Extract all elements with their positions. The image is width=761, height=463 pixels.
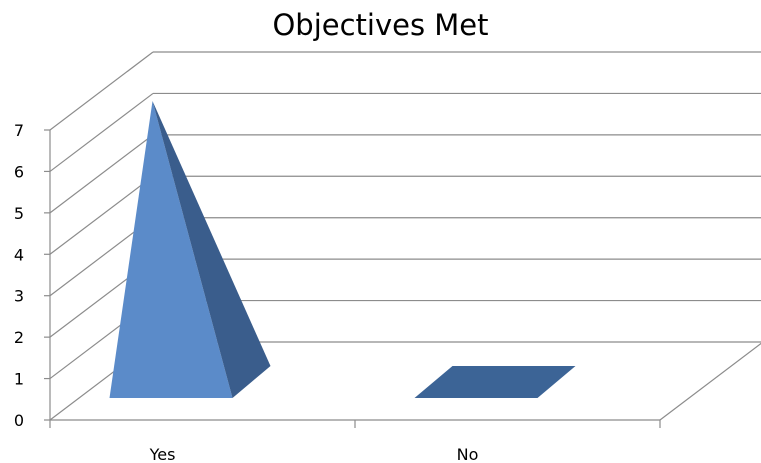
gridline-diagonal	[49, 134, 154, 214]
y-tick-label: 6	[14, 162, 24, 181]
chart-title: Objectives Met	[272, 8, 489, 42]
gridline-diagonal	[49, 92, 154, 172]
bar-yes-front-face	[109, 101, 233, 398]
y-tick-label: 5	[14, 204, 24, 223]
chart-axes	[44, 129, 761, 428]
chart-grid	[49, 51, 761, 421]
gridline-diagonal	[49, 175, 154, 255]
y-tick-label: 1	[14, 370, 24, 389]
floor-right-edge	[659, 342, 761, 421]
y-tick-label: 0	[14, 411, 24, 430]
x-tick-label-no: No	[457, 445, 479, 463]
chart-marks	[109, 101, 576, 398]
y-tick-label: 2	[14, 328, 24, 347]
gridline-diagonal	[49, 51, 154, 131]
y-tick-label: 3	[14, 287, 24, 306]
y-tick-label: 4	[14, 245, 24, 264]
bar-yes-side-face	[152, 101, 271, 398]
chart-labels: 0 1 2 3 4 5 6 7 Yes No	[14, 121, 479, 463]
x-tick-label-yes: Yes	[149, 445, 176, 463]
y-tick-label: 7	[14, 121, 24, 140]
bar-no	[414, 366, 576, 398]
